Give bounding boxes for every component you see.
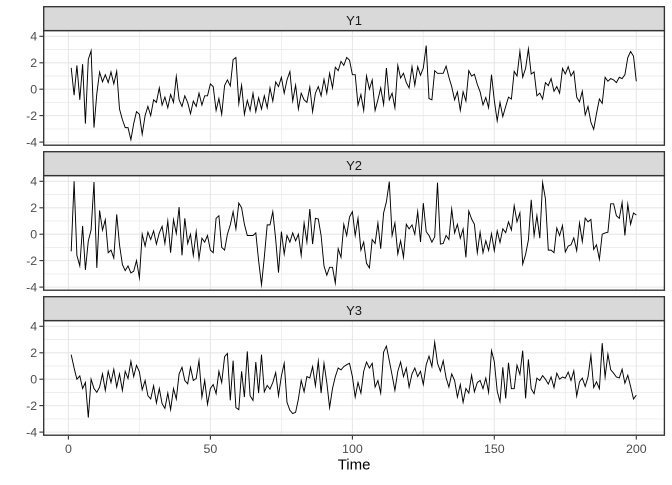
svg-text:-4: -4 — [26, 281, 37, 295]
svg-text:0: 0 — [30, 83, 37, 97]
svg-text:0: 0 — [65, 442, 72, 456]
svg-text:2: 2 — [30, 346, 37, 360]
svg-text:0: 0 — [30, 373, 37, 387]
svg-text:4: 4 — [30, 320, 37, 334]
svg-text:-4: -4 — [26, 136, 37, 150]
svg-text:4: 4 — [30, 30, 37, 44]
svg-text:2: 2 — [30, 56, 37, 70]
svg-text:-2: -2 — [26, 109, 37, 123]
svg-text:4: 4 — [30, 175, 37, 189]
svg-text:Y3: Y3 — [346, 303, 362, 318]
svg-text:Time: Time — [338, 457, 371, 474]
svg-text:2: 2 — [30, 201, 37, 215]
svg-text:200: 200 — [626, 442, 647, 456]
svg-text:Y2: Y2 — [346, 158, 362, 173]
svg-text:-2: -2 — [26, 254, 37, 268]
svg-text:100: 100 — [342, 442, 363, 456]
svg-text:Y1: Y1 — [346, 13, 362, 28]
svg-text:0: 0 — [30, 228, 37, 242]
svg-text:50: 50 — [204, 442, 218, 456]
svg-text:-4: -4 — [26, 426, 37, 440]
svg-text:150: 150 — [484, 442, 505, 456]
svg-text:-2: -2 — [26, 399, 37, 413]
